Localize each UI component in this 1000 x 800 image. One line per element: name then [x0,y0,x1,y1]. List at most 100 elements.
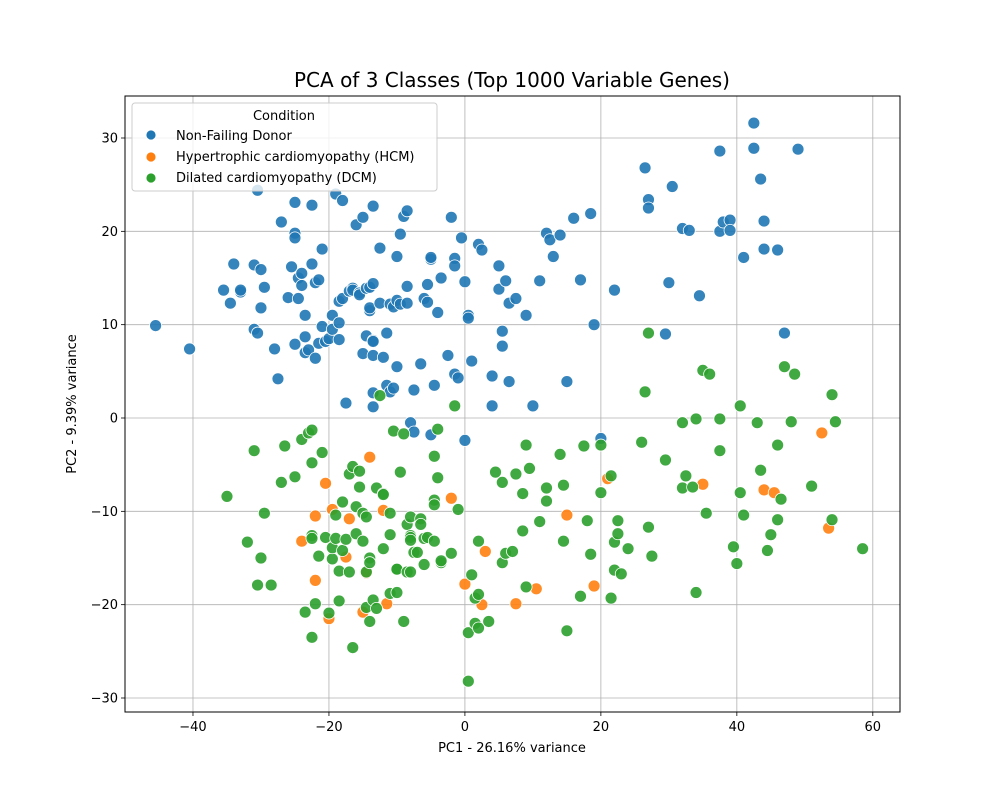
dcm-point [611,527,625,541]
y-tick-label: −10 [91,505,118,520]
dcm-point [448,399,462,413]
non-failing-donor-point [455,231,468,245]
non-failing-donor-point [682,223,696,237]
dcm-point [363,615,377,628]
hcm-point [308,574,322,587]
dcm-point [359,510,373,524]
non-failing-donor-point [465,354,479,368]
dcm-point [699,506,713,520]
dcm-point [312,549,326,563]
dcm-point [584,547,598,561]
non-failing-donor-point [526,399,540,413]
dcm-point [642,326,655,340]
non-failing-donor-point [339,396,353,410]
hcm-point [478,545,492,558]
dcm-point [264,578,278,592]
non-failing-donor-point [288,231,302,245]
dcm-point [472,588,485,601]
non-failing-donor-point [560,375,574,389]
non-failing-donor-point [757,214,771,228]
non-failing-donor-point [754,172,768,186]
dcm-point [325,552,339,566]
non-failing-donor-point [234,283,247,297]
non-failing-donor-point [431,306,445,319]
dcm-point [305,630,319,644]
dcm-point [506,545,519,558]
dcm-point [686,480,700,494]
y-tick-label: 10 [101,318,118,333]
dcm-point [713,444,727,458]
non-failing-donor-point [492,259,506,273]
dcm-point [370,602,383,615]
non-failing-donor-point [665,180,679,193]
non-failing-donor-point [584,207,598,221]
dcm-point [404,565,417,579]
hcm-point [342,512,356,526]
dcm-point [540,494,553,508]
dcm-point [577,439,591,453]
non-failing-donor-point [400,204,414,218]
y-axis-ticks: −30 −20 −10 0 10 20 30 [91,132,125,707]
non-failing-donor-point [288,337,302,351]
non-failing-donor-point [366,199,380,213]
dcm-point [427,534,441,548]
non-failing-donor-point [312,273,326,287]
dcm-point [353,480,366,494]
dcm-point [659,453,672,467]
legend-marker-hcm [145,151,157,163]
dcm-point-group [220,326,870,688]
non-failing-donor-point [366,400,380,414]
dcm-point [679,469,693,483]
non-failing-donor-point [492,282,506,296]
dcm-point [825,388,839,402]
non-failing-donor-point [373,241,387,255]
dcm-point [825,513,839,527]
dcm-point [761,544,774,557]
dcm-point [784,415,798,429]
dcm-point [856,542,870,556]
dcm-point [397,615,411,628]
y-tick-label: 30 [101,132,118,147]
non-failing-donor-point [662,276,676,290]
non-failing-donor-point [587,318,601,332]
non-failing-donor-point [495,339,509,353]
non-failing-donor-point [251,326,264,340]
y-tick-label: −30 [91,692,118,707]
dcm-point [305,532,319,545]
hcm-point [308,509,322,523]
non-failing-donor-point [400,279,414,293]
dcm-point [676,416,689,430]
non-failing-donor-point [441,349,455,362]
hcm-point [587,579,601,593]
dcm-point [754,463,768,477]
non-failing-donor-point [298,308,312,322]
dcm-point [257,506,271,520]
non-failing-donor-point [693,289,706,303]
non-failing-donor-point [390,360,404,374]
dcm-point [472,534,485,548]
dcm-point [298,605,312,619]
non-failing-donor-point [444,210,458,224]
non-failing-donor-point [757,242,771,256]
dcm-point [727,540,740,554]
non-failing-donor-point [458,275,472,289]
dcm-point [404,533,417,547]
dcm-point [305,456,319,470]
non-failing-donor-point [567,211,581,225]
non-failing-donor-point [376,350,390,364]
dcm-point [274,475,288,489]
dcm-point [533,515,547,528]
non-failing-donor-point [546,250,560,263]
legend-marker-dcm [145,172,157,184]
legend-label-non-failing-donor: Non-Failing Donor [176,129,292,144]
dcm-point [574,589,587,603]
non-failing-donor-point [332,316,346,330]
x-axis-label: PC1 - 26.16% variance [438,741,586,756]
non-failing-donor-point [254,301,268,315]
x-tick-label: −40 [179,720,206,735]
dcm-point [645,549,659,563]
non-failing-donor-point [458,433,472,447]
dcm-point [557,478,570,492]
dcm-point [356,534,370,548]
non-failing-donor-point [791,142,805,156]
